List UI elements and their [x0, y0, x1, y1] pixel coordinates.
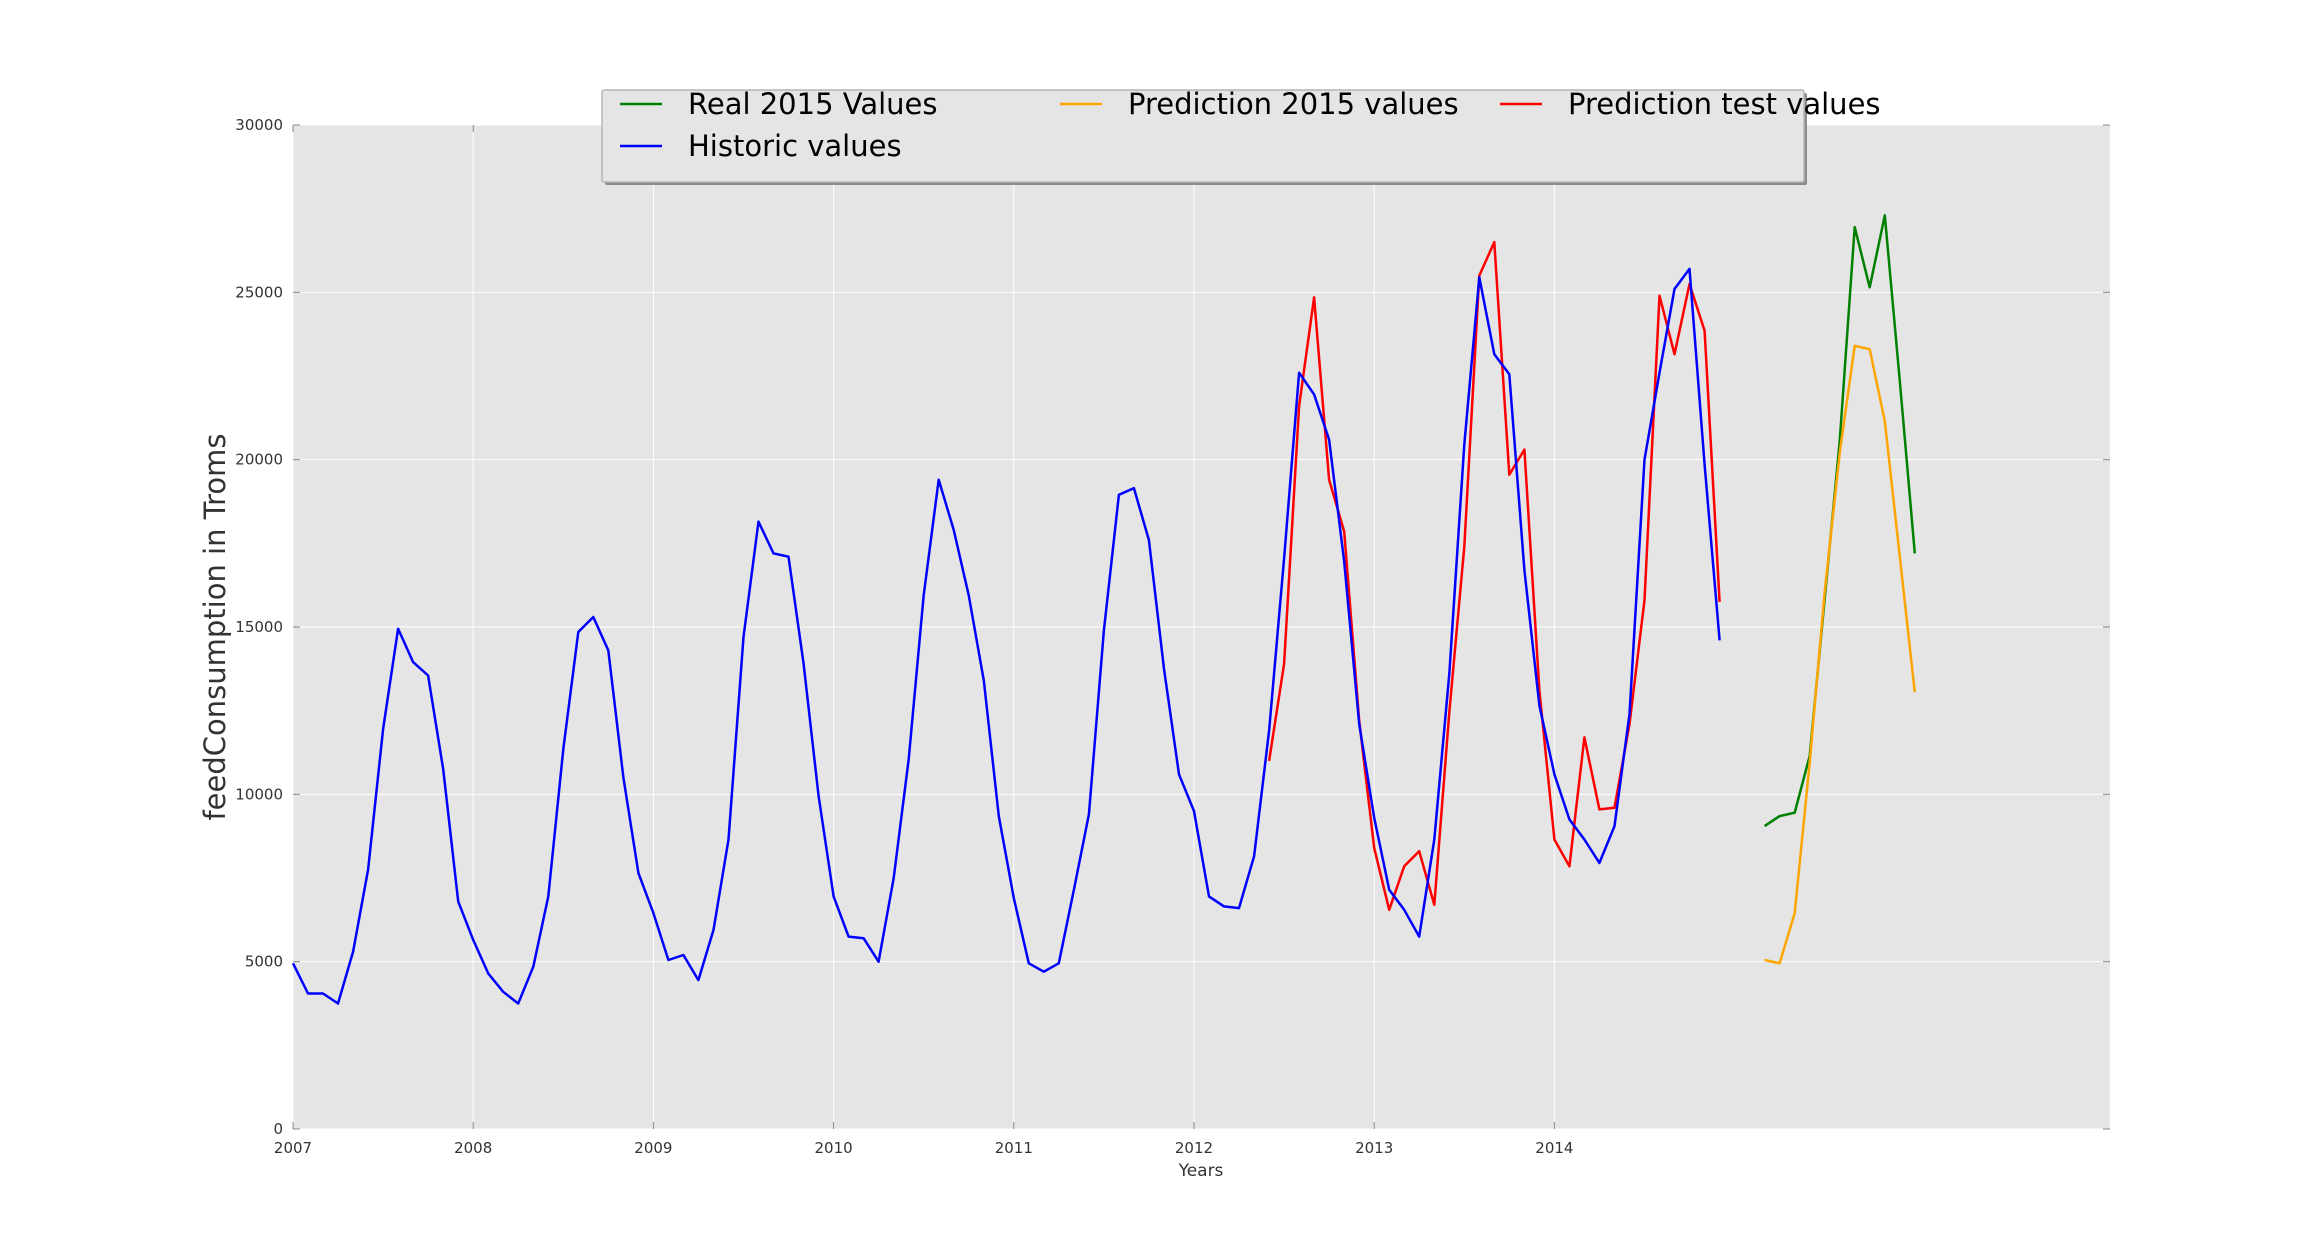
series-layer — [291, 214, 1917, 1005]
series-line-historic-values — [291, 267, 1721, 1005]
y-tick-label: 15000 — [235, 618, 283, 636]
x-tick-label: 2013 — [1355, 1139, 1393, 1157]
legend-label-prediction-2015-values: Prediction 2015 values — [1128, 87, 1459, 121]
x-tick-label: 2008 — [454, 1139, 492, 1157]
y-tick-labels: 0 5000 10000 15000 20000 25000 30000 — [235, 116, 283, 1138]
x-tick-label: 2011 — [995, 1139, 1033, 1157]
y-tick-label: 0 — [273, 1120, 283, 1138]
x-tick-label: 2014 — [1535, 1139, 1573, 1157]
x-tick-label: 2009 — [634, 1139, 672, 1157]
y-tick-label: 30000 — [235, 116, 283, 134]
y-tick-label: 20000 — [235, 451, 283, 469]
legend-label-historic-values: Historic values — [688, 129, 902, 163]
x-tick-labels: 2007 2008 2009 2010 2011 2012 2013 2014 — [274, 1139, 1574, 1157]
legend-box — [601, 89, 1805, 183]
x-tick-label: 2010 — [815, 1139, 853, 1157]
series-line-prediction-test-values — [1267, 240, 1721, 912]
legend-entries: Real 2015 Values Prediction 2015 values Pr… — [620, 87, 1881, 163]
y-tick-label: 5000 — [245, 953, 283, 971]
legend-label-real-2015-values: Real 2015 Values — [688, 87, 938, 121]
x-tick-label: 2007 — [274, 1139, 312, 1157]
series-line-prediction-2015-values — [1764, 344, 1917, 965]
x-axis-label: Years — [1178, 1161, 1224, 1181]
x-tick-label: 2012 — [1175, 1139, 1213, 1157]
legend-label-prediction-test-values: Prediction test values — [1568, 87, 1881, 121]
y-tick-label: 25000 — [235, 283, 283, 301]
y-axis-label: feedConsumption in Troms — [198, 433, 232, 820]
y-tick-label: 10000 — [235, 785, 283, 803]
series-line-real-2015-values — [1763, 214, 1917, 828]
legend: Real 2015 Values Prediction 2015 values Pr… — [601, 87, 1881, 185]
